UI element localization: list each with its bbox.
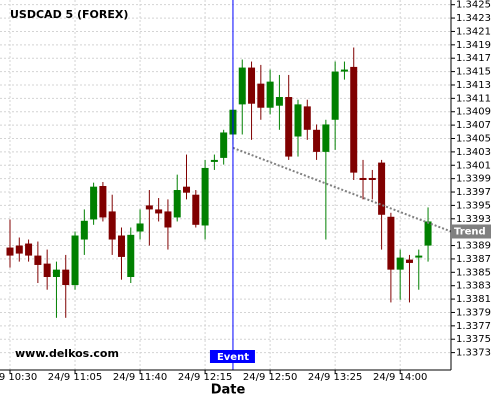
trend-label: Trend: [454, 227, 486, 238]
y-tick-label: 1.3401: [456, 160, 491, 171]
y-tick-label: 1.3377: [456, 321, 491, 332]
y-tick-label: 1.3375: [456, 334, 491, 345]
candle-body: [350, 66, 358, 173]
x-tick-label: 24/9 13:25: [308, 372, 362, 383]
candle-body: [322, 124, 330, 152]
x-tick-label: 24/9 11:05: [48, 372, 102, 383]
candle-body: [266, 81, 274, 108]
y-tick-label: 1.3383: [456, 281, 491, 292]
y-tick-label: 1.3405: [456, 133, 491, 144]
y-tick-label: 1.3423: [456, 13, 491, 24]
event-label-box: [209, 350, 255, 363]
candle-body: [275, 97, 283, 106]
candle-body: [238, 67, 246, 105]
trend-line: [232, 146, 451, 233]
candle-body: [155, 209, 163, 214]
x-tick-label: 24/9 11:40: [113, 372, 167, 383]
candle-body: [424, 221, 432, 246]
candle-body: [396, 257, 404, 270]
y-tick-label: 1.3379: [456, 307, 491, 318]
candle-body: [71, 235, 79, 286]
event-label: Event: [217, 352, 249, 363]
candle-body: [210, 159, 218, 162]
candle-body: [183, 186, 191, 193]
candle-body: [173, 190, 181, 218]
candle-body: [108, 211, 116, 240]
y-tick-label: 1.3415: [456, 67, 491, 78]
plot-area: [6, 0, 451, 370]
candle-body: [201, 167, 209, 226]
candle-body: [117, 235, 125, 257]
y-tick-label: 1.3399: [456, 174, 491, 185]
y-tick-label: 1.3403: [456, 147, 491, 158]
candle-body: [43, 263, 51, 277]
candle-body: [136, 223, 144, 232]
x-tick-label: 24/9 14:00: [373, 372, 427, 383]
y-tick-label: 1.3397: [456, 187, 491, 198]
x-tick-label: 24/9 12:50: [243, 372, 297, 383]
x-axis-title: Date: [211, 383, 246, 398]
candle-body: [303, 106, 311, 130]
y-tick-label: 1.3381: [456, 294, 491, 305]
candle-body: [285, 97, 293, 157]
y-tick-label: 1.3373: [456, 348, 491, 359]
candle-body: [387, 216, 395, 270]
y-tick-label: 1.3413: [456, 80, 491, 91]
grid: [0, 0, 451, 370]
candle-body: [359, 177, 367, 180]
y-tick-label: 1.3395: [456, 200, 491, 211]
y-tick-label: 1.3407: [456, 120, 491, 131]
trend-label-box: [451, 224, 491, 239]
y-tick-label: 1.3393: [456, 214, 491, 225]
y-tick-label: 1.3417: [456, 53, 491, 64]
candle-body: [34, 255, 42, 265]
candle-body: [6, 247, 14, 256]
candle-body: [80, 220, 88, 240]
candle-body: [340, 69, 348, 72]
candle-body: [331, 71, 339, 120]
candle-body: [294, 104, 302, 137]
candle-body: [62, 269, 70, 286]
candle-body: [415, 255, 423, 258]
candle-body: [99, 186, 107, 218]
x-tick-label: 24/9 10:30: [0, 372, 37, 383]
y-tick-label: 1.3421: [456, 26, 491, 37]
candle-body: [313, 129, 321, 152]
candle-body: [220, 132, 228, 158]
candle-body: [145, 205, 153, 210]
candle-body: [257, 83, 265, 108]
y-tick-label: 1.3387: [456, 254, 491, 265]
y-tick-label: 1.3389: [456, 241, 491, 252]
candle-body: [127, 234, 135, 277]
y-tick-label: 1.3411: [456, 93, 491, 104]
y-tick-label: 1.3409: [456, 107, 491, 118]
candle-body: [90, 186, 98, 220]
candle-body: [52, 269, 60, 277]
y-tick-label: 1.3385: [456, 267, 491, 278]
candle-body: [368, 177, 376, 180]
x-tick-label: 24/9 12:15: [178, 372, 232, 383]
y-tick-label: 1.3425: [456, 0, 491, 11]
candle-body: [405, 259, 413, 263]
chart-title: USDCAD 5 (FOREX): [10, 8, 128, 21]
candle-body: [192, 194, 200, 225]
candle-body: [25, 243, 33, 256]
candle-body: [15, 245, 23, 254]
candle-body: [378, 162, 386, 215]
candle-body: [164, 211, 172, 228]
candle-body: [248, 67, 256, 104]
y-tick-label: 1.3419: [456, 40, 491, 51]
watermark: www.delkos.com: [15, 347, 119, 360]
